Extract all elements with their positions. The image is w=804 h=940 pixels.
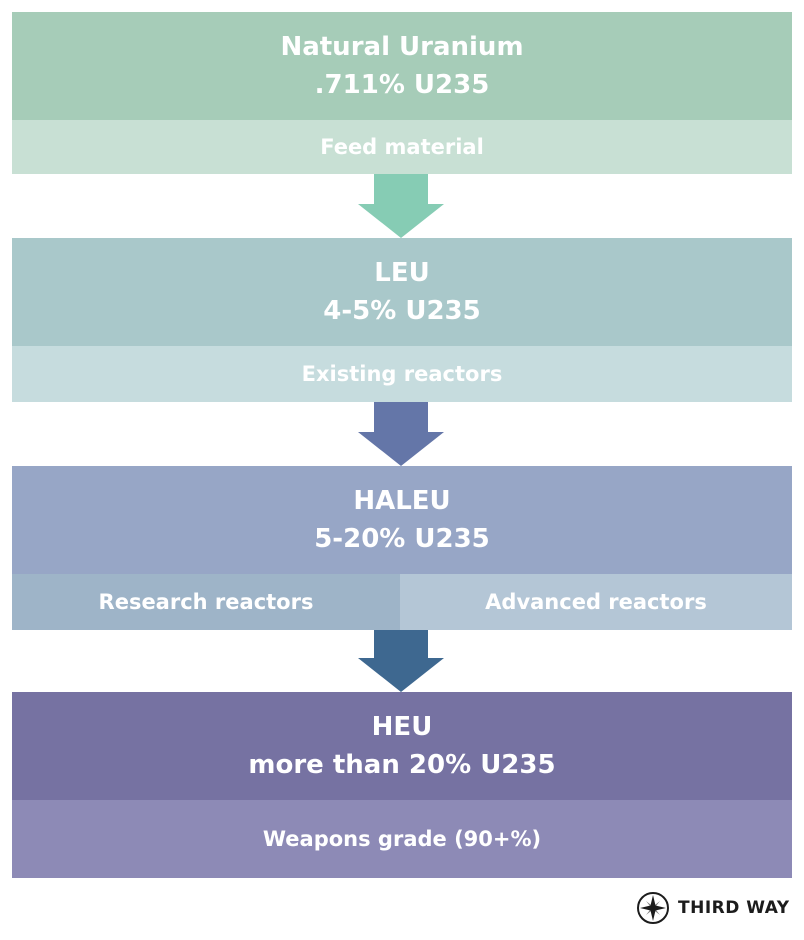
research-reactors-cell: Research reactors [12, 574, 400, 630]
haleu-title: HALEU [353, 486, 451, 516]
natural-uranium-percentage: .711% U235 [314, 70, 490, 100]
brand-name: THIRD WAY [678, 898, 790, 918]
research-reactors-label: Research reactors [98, 590, 314, 614]
weapons-grade-bar: Weapons grade (90+%) [12, 800, 792, 878]
existing-reactors-bar: Existing reactors [12, 346, 792, 402]
feed-material-bar: Feed material [12, 120, 792, 174]
feed-material-label: Feed material [320, 135, 484, 159]
haleu-uses-bar: Research reactors Advanced reactors [12, 574, 792, 630]
heu-box: HEU more than 20% U235 [12, 692, 792, 800]
leu-title: LEU [374, 258, 430, 288]
existing-reactors-label: Existing reactors [301, 362, 503, 386]
advanced-reactors-label: Advanced reactors [485, 590, 707, 614]
arrow-down-icon-3 [358, 630, 444, 692]
heu-percentage: more than 20% U235 [248, 750, 556, 780]
natural-uranium-title: Natural Uranium [280, 32, 524, 62]
haleu-percentage: 5-20% U235 [314, 524, 490, 554]
haleu-box: HALEU 5-20% U235 [12, 466, 792, 574]
leu-box: LEU 4-5% U235 [12, 238, 792, 346]
heu-title: HEU [371, 712, 433, 742]
weapons-grade-label: Weapons grade (90+%) [262, 827, 542, 851]
arrow-down-icon-2 [358, 402, 444, 466]
compass-star-icon [637, 892, 669, 924]
leu-percentage: 4-5% U235 [323, 296, 481, 326]
arrow-down-icon-1 [358, 174, 444, 238]
third-way-logo: THIRD WAY [636, 891, 790, 925]
advanced-reactors-cell: Advanced reactors [400, 574, 792, 630]
natural-uranium-box: Natural Uranium .711% U235 [12, 12, 792, 120]
